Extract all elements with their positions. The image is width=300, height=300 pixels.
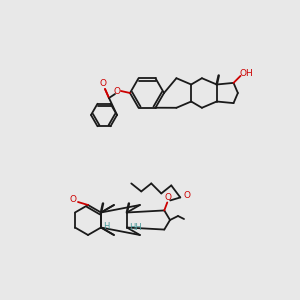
- Text: OH: OH: [240, 69, 254, 78]
- Text: O: O: [184, 191, 191, 200]
- Text: O: O: [70, 196, 76, 205]
- Text: O: O: [165, 193, 172, 202]
- Text: H: H: [103, 222, 109, 231]
- Text: O: O: [113, 86, 121, 95]
- Text: HH: HH: [129, 223, 142, 232]
- Text: O: O: [100, 80, 106, 88]
